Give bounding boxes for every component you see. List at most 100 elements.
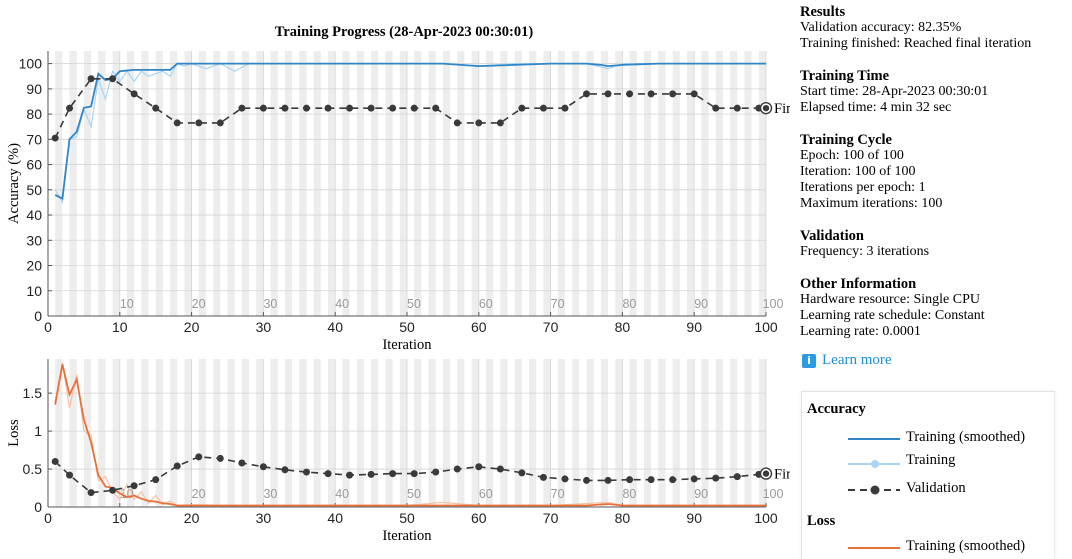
x-tick-label: 90 [686,510,702,526]
epoch-label: 90 [694,487,708,501]
validation-point [733,104,741,112]
y-tick-label: 20 [26,258,42,274]
x-axis-label: Iteration [382,528,432,544]
other-info-line: Learning rate schedule: Constant [800,308,985,323]
validation-point [518,104,526,112]
y-tick-label: 0 [34,308,42,324]
epoch-band [356,51,364,316]
epoch-label: 60 [479,487,493,501]
legend-label: Training [906,452,956,468]
validation-point [453,465,461,473]
epoch-band [155,359,163,507]
epoch-band [428,51,436,316]
learn-more-label[interactable]: Learn more [822,352,892,368]
epoch-band [615,51,623,316]
y-tick-label: 80 [26,106,42,122]
epoch-band [112,359,120,507]
epoch-band [471,359,479,507]
validation-point [733,473,741,481]
epoch-band [485,359,494,507]
epoch-band [442,51,451,316]
validation-point [690,475,698,483]
results-section: Results Validation accuracy: 82.35% Trai… [800,4,1072,52]
x-tick-label: 90 [686,319,702,335]
validation-point [583,90,590,98]
epoch-band [500,51,508,316]
epoch-band [629,51,637,316]
validation-point [130,482,138,490]
y-tick-label: 50 [26,182,42,198]
epoch-label: 50 [407,297,421,311]
y-tick-label: 40 [26,207,42,223]
epoch-label: 80 [622,297,636,311]
epoch-label: 20 [192,487,206,501]
epoch-band [55,51,63,316]
epoch-band [500,359,508,507]
validation-point [712,104,720,112]
validation-point [173,119,181,127]
validation-point [259,463,267,471]
validation-point [389,104,397,112]
validation-point [324,470,332,478]
epoch-band [442,359,451,507]
results-line: Training finished: Reached final iterati… [800,36,1032,51]
epoch-band [758,51,766,316]
epoch-band [485,51,494,316]
epoch-band [529,51,537,316]
validation-point [324,104,332,112]
validation-point [346,471,354,479]
results-line: Validation accuracy: 82.35% [800,20,962,35]
epoch-band [514,51,522,316]
learn-more-link[interactable]: i Learn more [802,352,892,369]
validation-point [130,90,138,98]
epoch-band [572,359,580,507]
epoch-band [112,51,120,316]
epoch-band [715,359,723,507]
legend-swatch-validation [848,485,900,495]
x-tick-label: 20 [184,319,200,335]
validation-point [453,119,461,127]
epoch-band [399,51,407,316]
epoch-label: 70 [551,297,565,311]
epoch-band [141,359,149,507]
validation-point [410,104,418,112]
epoch-band [600,359,609,507]
validation-point [762,104,770,112]
epoch-band [213,51,221,316]
epoch-band [428,359,436,507]
y-tick-label: 70 [26,131,42,147]
x-tick-label: 40 [327,510,343,526]
validation-point [152,476,160,484]
training-time-line: Elapsed time: 4 min 32 sec [800,100,952,115]
epoch-label: 60 [479,297,493,311]
epoch-band [313,51,321,316]
validation-point [496,119,504,127]
x-tick-label: 30 [256,510,272,526]
x-tick-label: 50 [399,319,415,335]
epoch-label: 100 [763,487,784,501]
validation-point [259,104,267,112]
validation-point [410,470,418,478]
validation-point [604,476,612,484]
validation-point [281,104,289,112]
epoch-band [615,359,623,507]
training-cycle-line: Iteration: 100 of 100 [800,164,916,179]
epoch-band [241,359,250,507]
epoch-band [629,359,637,507]
training-cycle-heading: Training Cycle [800,132,892,148]
series-training-smoothed-line [54,364,766,507]
epoch-band [586,51,594,316]
y-tick-label: 30 [26,232,42,248]
epoch-label: 30 [263,487,277,501]
epoch-band [69,51,77,316]
legend-label: Training (smoothed) [906,538,1026,554]
epoch-band [83,51,92,316]
epoch-band [572,51,580,316]
training-cycle-line: Iterations per epoch: 1 [800,180,926,195]
y-tick-label: 90 [26,81,42,97]
validation-point [109,75,117,83]
validation-point [238,459,246,467]
x-tick-label: 20 [184,510,200,526]
series-training-smoothed-line [54,62,766,200]
